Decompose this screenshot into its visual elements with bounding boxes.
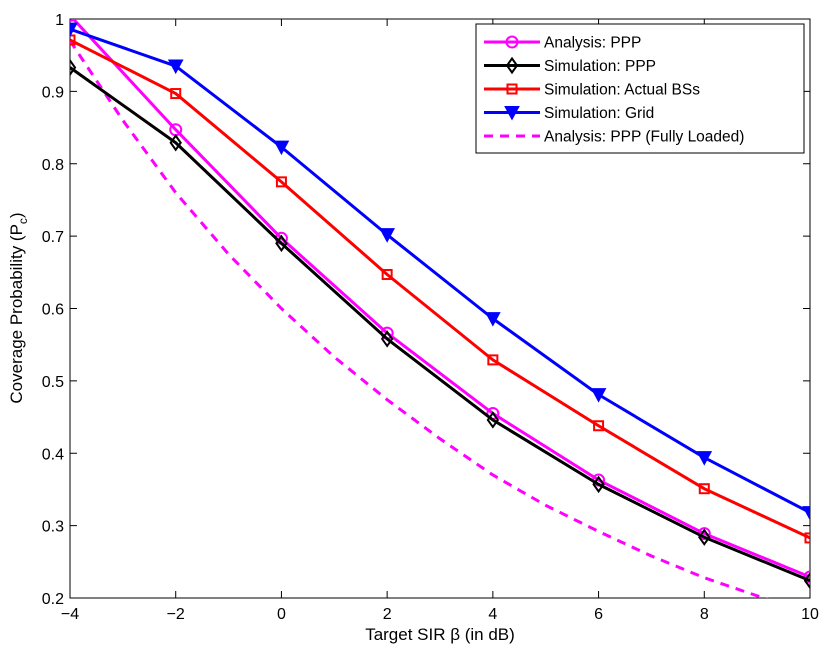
axis-ticks: −4 −2 0 2 4 6 8 10 0.2 0.3 0.4 0.5 0.6 0.7 0.8 0.9 1 — [42, 12, 819, 623]
legend: Analysis: PPP Simulation: PPP Simulation: … — [475, 23, 805, 154]
x-tick-label: 0 — [277, 606, 286, 623]
data-point-simulation-actual-bss — [275, 176, 287, 188]
data-point-simulation-ppp — [169, 134, 182, 152]
y-axis-label-main: Coverage Probability (P — [7, 224, 26, 404]
series-simulation-actual-bss — [70, 34, 810, 544]
data-point-simulation-grid — [485, 312, 501, 327]
y-axis-label-suffix: ) — [7, 212, 26, 218]
legend-label-simulation-actual-bss: Simulation: Actual BSs — [544, 82, 700, 99]
y-tick-label: 0.5 — [42, 374, 64, 391]
y-tick-label: 0.2 — [42, 591, 64, 608]
y-tick-label: 0.4 — [42, 446, 64, 463]
legend-label-analysis-ppp: Analysis: PPP — [544, 35, 641, 52]
data-point-simulation-actual-bss — [381, 268, 393, 280]
y-tick-label: 0.7 — [42, 229, 64, 246]
data-point-simulation-grid — [379, 228, 395, 243]
series-line-simulation-grid — [70, 27, 810, 514]
data-point-simulation-actual-bss — [804, 532, 810, 544]
data-point-simulation-ppp — [486, 411, 500, 429]
data-point-simulation-ppp — [803, 571, 810, 590]
data-series — [70, 19, 810, 598]
x-tick-label: 8 — [700, 606, 709, 623]
data-point-simulation-ppp — [698, 528, 711, 546]
data-point-simulation-grid — [590, 388, 607, 403]
y-axis-label: Coverage Probability (Pc) — [7, 212, 30, 403]
data-point-simulation-ppp — [592, 475, 605, 494]
legend-marker-simulation-grid — [504, 106, 520, 121]
legend-label-analysis-ppp-fully-loaded: Analysis: PPP (Fully Loaded) — [544, 129, 744, 146]
x-tick-label: 4 — [488, 606, 497, 623]
legend-marker-analysis-ppp — [505, 35, 519, 49]
data-point-simulation-ppp — [275, 234, 288, 253]
series-line-analysis-ppp — [71, 19, 810, 579]
data-point-simulation-ppp — [380, 330, 394, 348]
x-tick-label: 10 — [801, 606, 819, 623]
y-tick-label: 0.9 — [42, 84, 64, 101]
data-point-simulation-actual-bss — [593, 420, 605, 432]
series-simulation-grid — [70, 22, 810, 521]
data-point-simulation-grid — [167, 59, 184, 75]
series-simulation-ppp — [70, 58, 810, 590]
y-tick-label: 0.3 — [42, 519, 64, 536]
data-point-simulation-grid — [70, 22, 78, 38]
series-line-analysis-ppp-fully-loaded — [70, 39, 769, 598]
x-tick-label: 2 — [383, 606, 392, 623]
x-tick-label: 6 — [594, 606, 603, 623]
x-tick-label: −4 — [61, 606, 79, 623]
data-point-simulation-actual-bss — [698, 483, 710, 495]
legend-marker-simulation-ppp — [505, 56, 519, 75]
data-point-simulation-actual-bss — [170, 88, 182, 100]
y-tick-label: 1 — [55, 12, 64, 29]
data-point-simulation-ppp — [70, 58, 77, 77]
x-tick-label: −2 — [167, 606, 185, 623]
series-line-simulation-actual-bss — [70, 38, 810, 540]
data-point-simulation-actual-bss — [70, 34, 76, 46]
y-tick-label: 0.8 — [42, 157, 64, 174]
legend-marker-simulation-actual-bss — [506, 83, 518, 95]
data-point-simulation-grid — [696, 451, 713, 466]
data-point-simulation-grid — [802, 506, 810, 521]
y-axis-label-subscript: c — [16, 218, 30, 224]
legend-label-simulation-ppp: Simulation: PPP — [544, 58, 656, 75]
y-tick-label: 0.6 — [42, 302, 64, 319]
axis-titles: Target SIR β (in dB) Coverage Probabilit… — [7, 212, 515, 644]
data-point-simulation-grid — [273, 140, 290, 156]
x-axis-label: Target SIR β (in dB) — [365, 625, 515, 644]
series-line-simulation-ppp — [70, 66, 810, 583]
data-point-simulation-actual-bss — [487, 354, 499, 366]
series-analysis-ppp-fully-loaded — [70, 39, 769, 598]
legend-label-simulation-grid: Simulation: Grid — [544, 105, 654, 122]
